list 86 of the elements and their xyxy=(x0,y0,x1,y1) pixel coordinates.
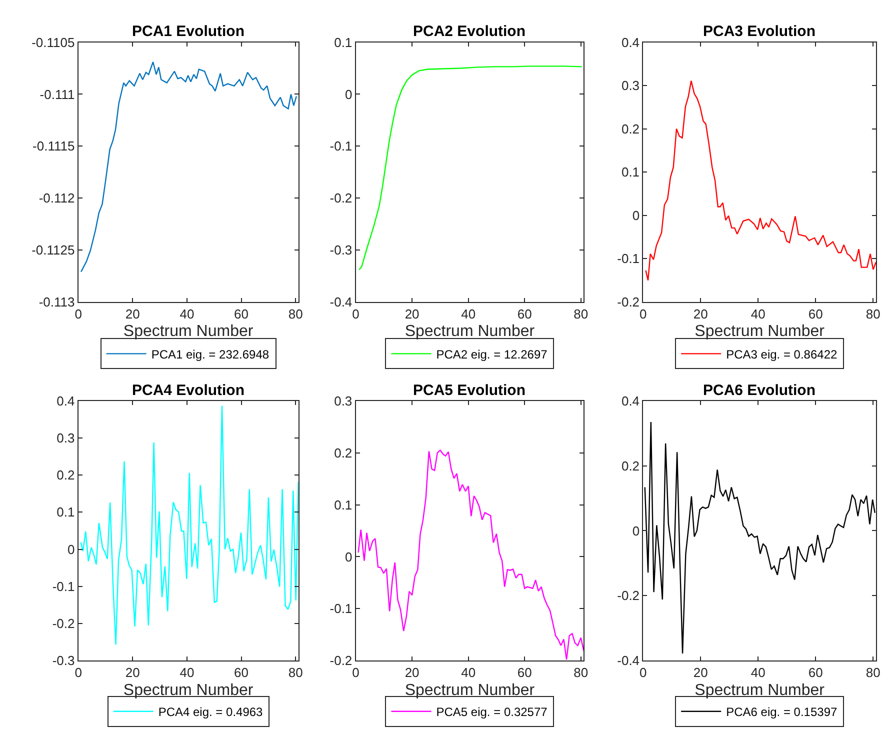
x-tick-label: 40 xyxy=(461,665,476,680)
y-tick-label: 0.2 xyxy=(334,445,352,460)
y-tick-label: -0.2 xyxy=(330,190,352,206)
y-tick-label: 0.2 xyxy=(621,121,640,136)
y-tick-label: 0.4 xyxy=(56,393,75,408)
y-tick-label: -0.111 xyxy=(40,86,75,102)
x-tick-label: 40 xyxy=(180,306,194,322)
x-tick-label: 80 xyxy=(288,665,303,680)
x-axis-title: Spectrum Number xyxy=(123,323,254,340)
y-tick-label: -0.3 xyxy=(330,242,352,258)
y-tick-label: 0.3 xyxy=(334,393,352,408)
x-tick-label: 60 xyxy=(808,306,823,322)
y-tick-label: 0 xyxy=(67,542,75,557)
chart-title: PCA6 Evolution xyxy=(703,382,816,399)
legend-label: PCA4 eig. = 0.4963 xyxy=(158,705,264,720)
line-series xyxy=(358,66,583,270)
y-tick-label: 0 xyxy=(632,208,640,223)
line-series xyxy=(644,421,876,654)
x-tick-label: 80 xyxy=(288,306,303,322)
x-axis-title: Spectrum Number xyxy=(404,682,536,699)
y-tick-label: 0.1 xyxy=(621,164,640,180)
line-series xyxy=(80,405,298,646)
y-tick-label: -0.1 xyxy=(52,578,75,594)
y-tick-label: 0 xyxy=(344,549,352,564)
y-tick-label: -0.3 xyxy=(52,653,75,668)
x-axis-title: Spectrum Number xyxy=(404,323,536,340)
y-tick-label: 0.4 xyxy=(621,393,640,408)
y-tick-label: -0.1125 xyxy=(32,242,75,258)
y-tick-label: -0.4 xyxy=(330,294,352,310)
line-series xyxy=(358,450,584,660)
y-tick-label: -0.1105 xyxy=(32,34,75,50)
line-series xyxy=(645,80,876,281)
x-tick-label: 20 xyxy=(404,665,420,680)
x-tick-label: 60 xyxy=(517,306,532,322)
chart-title: PCA1 Evolution xyxy=(132,23,245,40)
x-axis-title: Spectrum Number xyxy=(123,682,254,699)
chart-title: PCA4 Evolution xyxy=(132,382,245,399)
legend-label: PCA5 eig. = 0.32577 xyxy=(436,705,548,720)
x-tick-label: 60 xyxy=(234,665,249,680)
x-tick-label: 80 xyxy=(866,306,880,322)
x-tick-label: 20 xyxy=(693,306,708,322)
x-tick-label: 80 xyxy=(574,665,588,680)
x-axis-title: Spectrum Number xyxy=(694,682,826,699)
x-tick-label: 20 xyxy=(404,306,420,322)
y-tick-label: -0.1115 xyxy=(32,138,75,154)
y-tick-label: -0.4 xyxy=(617,653,640,668)
chart-title: PCA2 Evolution xyxy=(413,23,526,40)
x-tick-label: 80 xyxy=(866,665,880,680)
y-tick-label: 0.1 xyxy=(56,504,75,520)
y-tick-label: -0.2 xyxy=(617,294,640,310)
y-tick-label: 0.3 xyxy=(621,78,640,94)
y-tick-label: 0.1 xyxy=(334,34,352,50)
legend-label: PCA1 eig. = 232.6948 xyxy=(151,347,270,362)
y-tick-label: 0 xyxy=(344,86,352,102)
y-tick-label: -0.1 xyxy=(617,251,640,266)
x-tick-label: 20 xyxy=(125,665,140,680)
y-tick-label: -0.1 xyxy=(330,601,352,616)
y-tick-label: 0.2 xyxy=(56,468,75,483)
x-tick-label: 60 xyxy=(517,665,532,680)
y-tick-label: -0.2 xyxy=(52,616,75,632)
y-tick-label: 0.1 xyxy=(334,497,352,512)
legend-label: PCA3 eig. = 0.86422 xyxy=(726,347,838,362)
y-tick-label: 0.2 xyxy=(621,458,640,474)
y-tick-label: -0.112 xyxy=(38,190,75,206)
x-tick-label: 40 xyxy=(180,665,194,680)
x-axis-title: Spectrum Number xyxy=(694,323,826,340)
line-series xyxy=(80,61,298,272)
x-tick-label: 60 xyxy=(234,306,249,322)
legend-label: PCA6 eig. = 0.15397 xyxy=(726,705,838,720)
x-tick-label: 60 xyxy=(808,665,823,680)
x-tick-label: 80 xyxy=(574,306,588,322)
x-tick-label: 40 xyxy=(461,306,476,322)
x-tick-label: 40 xyxy=(750,306,766,322)
x-tick-label: 20 xyxy=(125,306,140,322)
x-tick-label: 20 xyxy=(693,665,708,680)
y-tick-label: 0.3 xyxy=(56,430,75,446)
chart-title: PCA3 Evolution xyxy=(703,23,816,40)
y-tick-label: 0.4 xyxy=(621,34,640,50)
y-tick-label: -0.1 xyxy=(330,138,352,154)
x-tick-label: 40 xyxy=(750,665,766,680)
y-tick-label: -0.2 xyxy=(330,653,352,668)
y-tick-label: -0.2 xyxy=(617,588,640,604)
legend-label: PCA2 eig. = 12.2697 xyxy=(436,347,548,362)
chart-title: PCA5 Evolution xyxy=(413,382,526,399)
y-tick-label: -0.113 xyxy=(38,294,75,310)
y-tick-label: 0 xyxy=(632,523,640,538)
